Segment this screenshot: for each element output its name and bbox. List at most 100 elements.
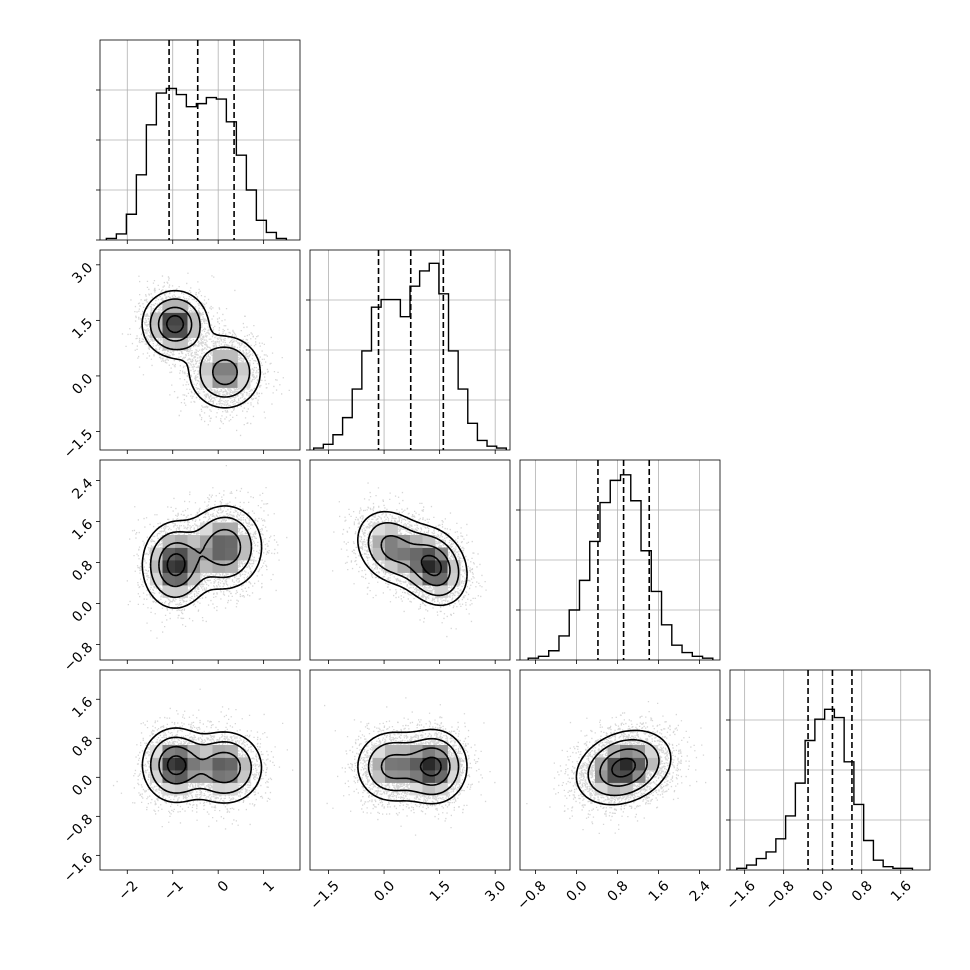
density-contour (149, 736, 253, 794)
density-contour (165, 315, 185, 334)
density-cell (372, 770, 386, 783)
x-tick-label: 1 (260, 878, 278, 896)
density-cell (385, 522, 398, 536)
scatter-frame (99, 459, 301, 661)
x-tick-label: 0.0 (371, 878, 398, 905)
density-cell (385, 535, 398, 548)
y-tick-label: 1.6 (69, 516, 96, 543)
density-cell (150, 560, 163, 573)
density-cell (150, 312, 163, 326)
density-contour (166, 552, 186, 577)
density-cell (422, 745, 436, 758)
density-cell (225, 535, 238, 548)
density-contour (166, 755, 187, 776)
density-cell (410, 757, 423, 771)
x-tick-label: −1.5 (307, 878, 342, 913)
histogram-frame (99, 39, 301, 241)
x-tick-label: −1 (161, 878, 187, 904)
histogram-frame (309, 249, 511, 451)
panel-content (112, 688, 294, 830)
panel-content (332, 482, 487, 638)
density-contour (158, 528, 242, 588)
density-contour (575, 729, 672, 806)
scatter-frame (309, 459, 511, 661)
density-contour (149, 516, 253, 599)
density-cell (397, 535, 411, 548)
density-cell (175, 535, 188, 548)
y-tick-label: 1.6 (69, 694, 96, 721)
y-tick-label: 1.5 (69, 315, 96, 342)
histogram-frame (519, 459, 721, 661)
x-tick-label: 1.5 (427, 878, 454, 905)
density-cell (435, 782, 448, 796)
y-tick-label: −1.5 (61, 426, 96, 461)
density-cell (410, 535, 423, 548)
histogram-step-line (105, 87, 288, 240)
density-cell (397, 757, 411, 771)
density-cell (200, 547, 213, 561)
density-cell (162, 547, 176, 561)
density-cell (150, 572, 163, 586)
x-tick-label: −0.8 (514, 878, 549, 913)
histogram-step-line (736, 708, 914, 870)
y-tick-label: −0.8 (61, 640, 96, 675)
density-cell (372, 745, 386, 758)
y-tick-label: 0.0 (69, 371, 96, 398)
density-cell (212, 547, 226, 561)
scatter-frame (519, 669, 721, 871)
histogram-frame (729, 669, 931, 871)
y-tick-label: 0.8 (69, 733, 96, 760)
x-tick-label: 1.6 (888, 878, 915, 905)
scatter-frame (99, 669, 301, 871)
density-cell (422, 560, 436, 573)
density-cell (422, 770, 436, 783)
x-tick-label: 3.0 (482, 878, 509, 905)
y-tick-label: 2.4 (69, 475, 96, 502)
density-cell (237, 362, 251, 376)
density-contour (149, 298, 251, 398)
density-cell (225, 745, 238, 758)
density-cell (200, 745, 213, 758)
scatter-frame (309, 669, 511, 871)
density-cell (422, 757, 436, 771)
density-cell (175, 325, 188, 338)
density-cell (187, 757, 201, 771)
density-contour (141, 289, 262, 409)
density-cell (225, 522, 238, 536)
density-cell (385, 560, 398, 573)
density-cell (162, 325, 176, 338)
x-tick-label: 0.8 (605, 878, 632, 905)
x-tick-label: 2.4 (687, 878, 714, 905)
density-cell (212, 757, 226, 771)
panel-content (121, 272, 290, 437)
x-tick-label: −1.6 (723, 878, 758, 913)
y-tick-label: 3.0 (69, 260, 96, 287)
density-cell (410, 547, 423, 561)
density-cell (162, 535, 176, 548)
x-tick-label: −2 (116, 878, 142, 904)
density-cell (225, 757, 238, 771)
density-cell (175, 560, 188, 573)
density-contour (420, 554, 442, 577)
density-contour (380, 534, 451, 587)
histogram-panel-1 (306, 249, 511, 451)
density-cell (225, 547, 238, 561)
density-cell (385, 770, 398, 783)
density-contour (356, 510, 468, 607)
density-cell (212, 535, 226, 548)
density-cell (200, 770, 213, 783)
density-cell (175, 770, 188, 783)
density-cell (225, 350, 238, 363)
density-cell (620, 757, 633, 771)
density-cell (397, 770, 411, 783)
scatter-panel-1-3 (309, 669, 511, 871)
density-cell (435, 547, 448, 561)
density-contour (141, 505, 263, 609)
panel-content (324, 697, 496, 836)
histogram-panel-0 (96, 39, 301, 241)
y-tick-label: 0.0 (69, 772, 96, 799)
density-contour (367, 737, 460, 796)
density-cell (162, 560, 176, 573)
density-cell (435, 770, 448, 783)
